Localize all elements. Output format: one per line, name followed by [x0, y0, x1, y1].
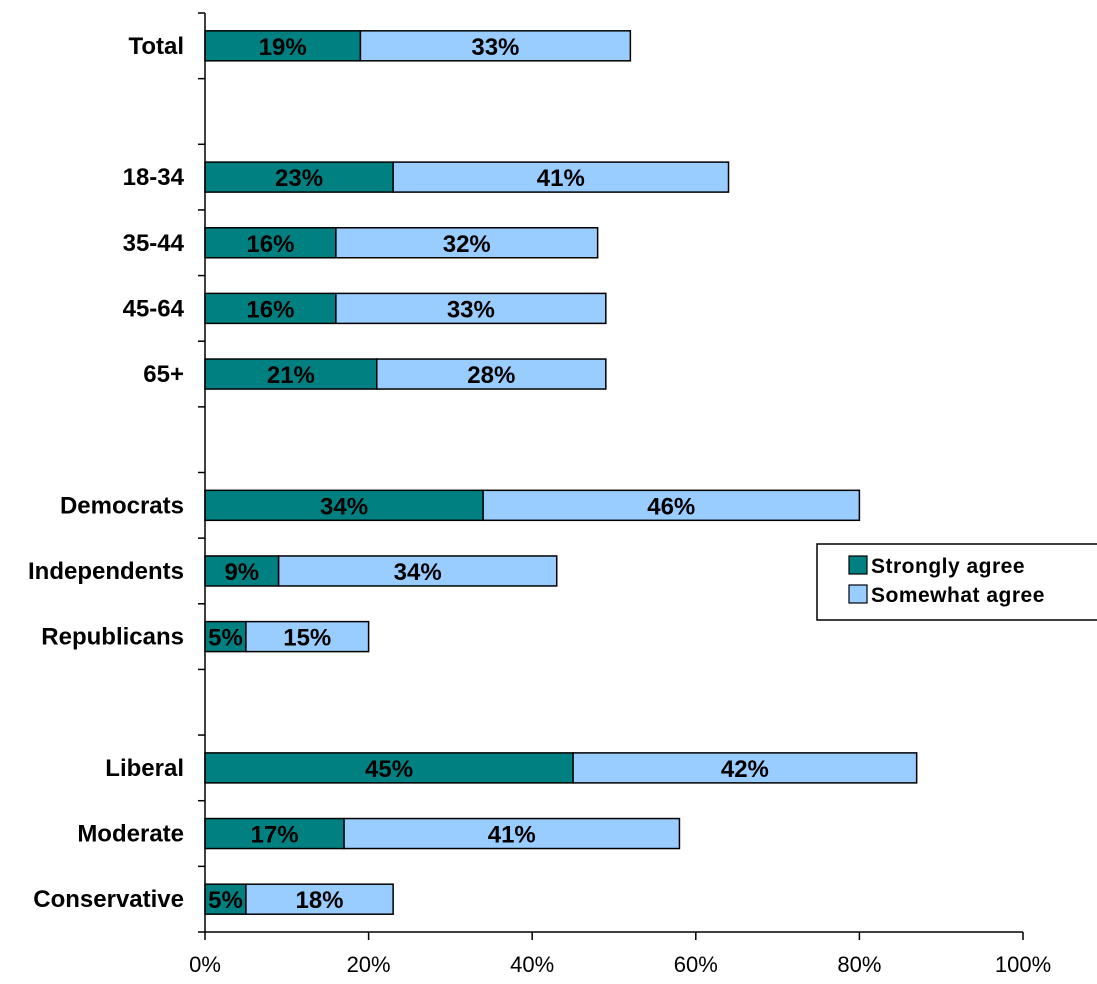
x-tick-label: 80%	[837, 952, 881, 977]
legend-label-strongly-agree: Strongly agree	[871, 555, 1025, 578]
data-label-somewhat-agree-total: 33%	[471, 34, 519, 61]
data-label-somewhat-agree-independents: 34%	[394, 559, 442, 586]
data-label-somewhat-agree-65: 28%	[467, 362, 515, 389]
data-label-strongly-agree-35-44: 16%	[246, 231, 294, 258]
data-label-strongly-agree-total: 19%	[259, 34, 307, 61]
data-label-strongly-agree-45-64: 16%	[246, 296, 294, 323]
legend: Strongly agree Somewhat agree	[816, 543, 1097, 621]
data-label-strongly-agree-18-34: 23%	[275, 165, 323, 192]
category-label-democrats: Democrats	[60, 492, 184, 519]
bars-layer: 19% 33% 23% 41% 16% 32% 16% 33% 21% 28% 34% 46% 9% 34…	[204, 30, 918, 915]
legend-swatch-strongly-agree	[848, 555, 868, 575]
category-label-independents: Independents	[28, 558, 184, 585]
axes-layer: Total 18-34 35-44 45-64 65+ Democrats Independ…	[28, 12, 1051, 977]
bar-somewhat-agree-conservative	[245, 883, 394, 915]
bar-somewhat-agree-independents	[277, 555, 558, 587]
data-label-strongly-agree-independents: 9%	[224, 559, 259, 586]
category-label-republicans: Republicans	[41, 624, 184, 651]
data-label-strongly-agree-republicans: 5%	[208, 625, 243, 652]
bar-somewhat-agree-democrats	[482, 489, 861, 522]
category-label-conservative: Conservative	[33, 886, 184, 913]
data-label-strongly-agree-liberal: 45%	[365, 756, 413, 783]
category-label-liberal: Liberal	[105, 755, 184, 782]
bar-somewhat-agree-65	[376, 358, 607, 390]
data-label-somewhat-agree-democrats: 46%	[647, 493, 695, 520]
bar-somewhat-agree-moderate	[343, 817, 681, 850]
category-label-total: Total	[128, 33, 184, 60]
category-label-65: 65+	[143, 361, 184, 388]
bar-somewhat-agree-liberal	[572, 752, 918, 784]
bar-strongly-agree-35-44	[204, 227, 337, 259]
bar-somewhat-agree-18-34	[392, 161, 730, 193]
x-tick-label: 0%	[189, 952, 221, 977]
x-tick-label: 20%	[347, 952, 391, 977]
data-label-strongly-agree-conservative: 5%	[208, 887, 243, 914]
bar-strongly-agree-moderate	[204, 817, 345, 850]
bar-strongly-agree-independents	[204, 555, 280, 587]
bar-strongly-agree-18-34	[204, 161, 394, 193]
legend-swatch-somewhat-agree	[848, 584, 868, 604]
bar-somewhat-agree-total	[359, 30, 632, 62]
data-label-somewhat-agree-republicans: 15%	[283, 625, 331, 652]
data-label-somewhat-agree-18-34: 41%	[537, 165, 585, 192]
data-label-strongly-agree-65: 21%	[267, 362, 315, 389]
x-tick-label: 40%	[510, 952, 554, 977]
category-label-35-44: 35-44	[123, 230, 185, 257]
data-label-somewhat-agree-35-44: 32%	[443, 231, 491, 258]
legend-label-somewhat-agree: Somewhat agree	[871, 584, 1045, 607]
bar-somewhat-agree-45-64	[335, 292, 607, 325]
x-tick-label: 100%	[995, 952, 1051, 977]
data-label-somewhat-agree-liberal: 42%	[721, 756, 769, 783]
category-label-45-64: 45-64	[123, 295, 185, 322]
bar-strongly-agree-45-64	[204, 292, 337, 325]
data-label-strongly-agree-democrats: 34%	[320, 493, 368, 520]
data-label-somewhat-agree-conservative: 18%	[295, 887, 343, 914]
category-label-18-34: 18-34	[123, 164, 185, 191]
bar-somewhat-agree-35-44	[335, 227, 599, 259]
data-label-somewhat-agree-45-64: 33%	[447, 296, 495, 323]
category-label-moderate: Moderate	[77, 821, 184, 848]
bar-somewhat-agree-republicans	[245, 620, 370, 653]
data-label-strongly-agree-moderate: 17%	[251, 822, 299, 849]
x-tick-label: 60%	[674, 952, 718, 977]
data-label-somewhat-agree-moderate: 41%	[488, 822, 536, 849]
